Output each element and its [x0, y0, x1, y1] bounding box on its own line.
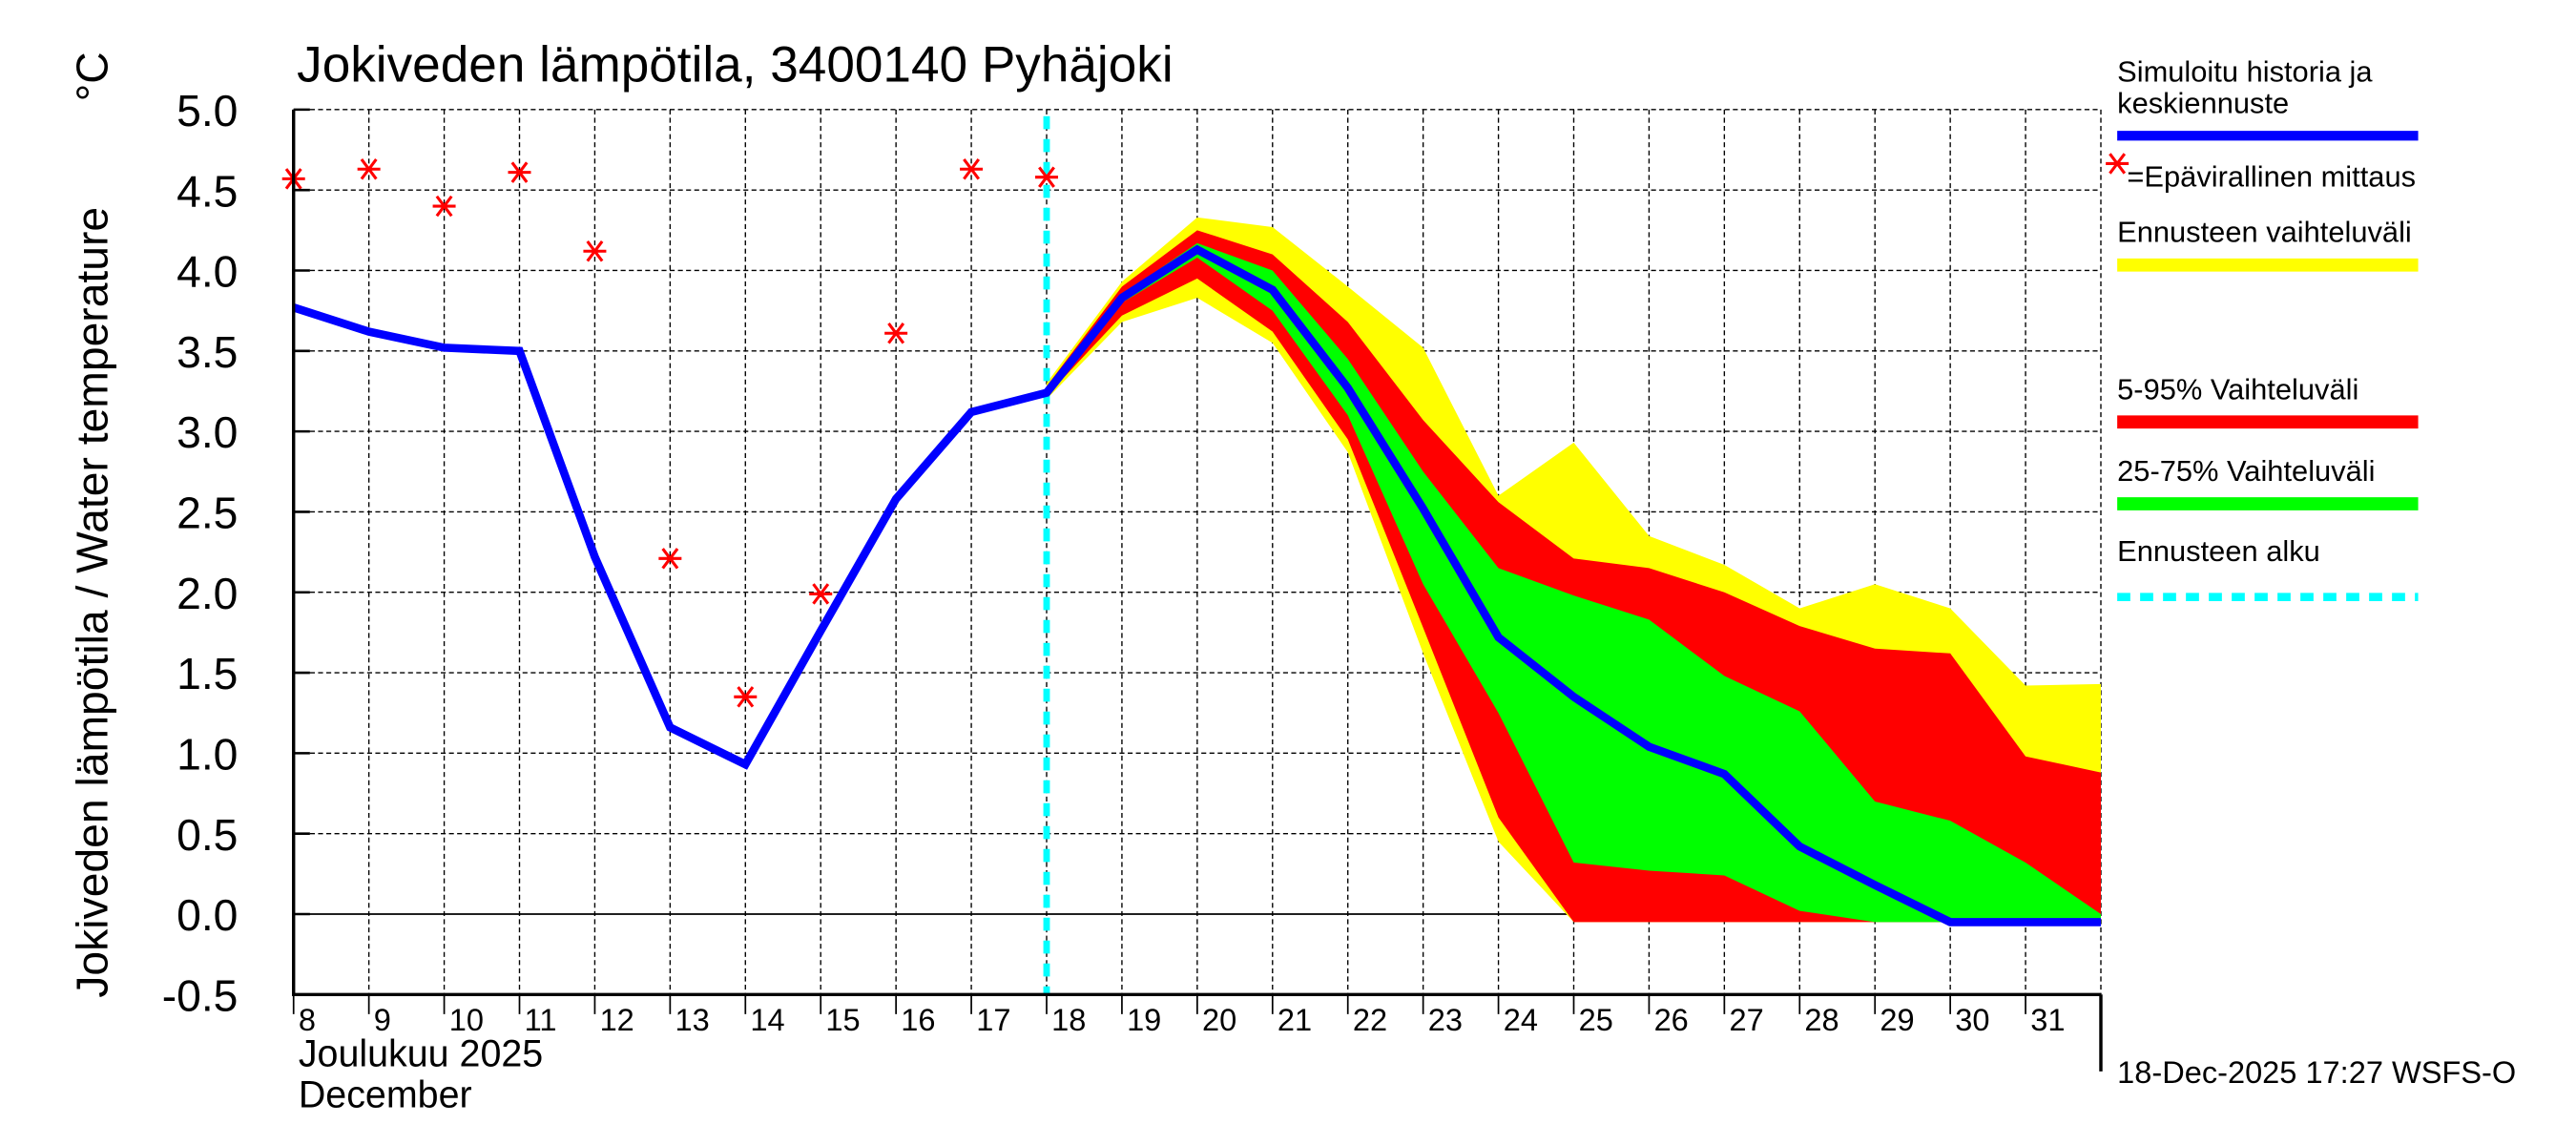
x-tick-label: 26: [1654, 1003, 1689, 1037]
x-tick-label: 25: [1579, 1003, 1613, 1037]
x-tick-label: 30: [1955, 1003, 1989, 1037]
x-tick-label: 18: [1051, 1003, 1086, 1037]
measurement-star: [960, 158, 984, 180]
measurement-star: [432, 195, 456, 218]
y-axis-label: Jokiveden lämpötila / Water temperature: [67, 207, 116, 998]
x-tick-label: 29: [1880, 1003, 1914, 1037]
x-tick-label: 24: [1504, 1003, 1538, 1037]
measurement-star: [508, 161, 531, 183]
axes: -0.5 0.0 0.5 1.0 1.5 2.0 2.5 3.0 3.5 4.0 4.5 5.0 8 9 1…: [162, 86, 2103, 1072]
y-tick-label: 4.5: [177, 166, 238, 216]
x-tick-label: 15: [825, 1003, 860, 1037]
measurement-star: [734, 686, 758, 708]
series-layer: [281, 115, 2102, 995]
legend-label: 5-95% Vaihteluväli: [2117, 372, 2358, 406]
x-tick-label: 12: [600, 1003, 634, 1037]
measurement-star: [809, 583, 833, 605]
x-tick-label: 16: [901, 1003, 935, 1037]
measurement-star: [658, 548, 682, 570]
legend-label: =Epävirallinen mittaus: [2127, 159, 2416, 193]
y-tick-label: 1.0: [177, 729, 238, 779]
x-tick-label: 22: [1353, 1003, 1387, 1037]
legend-label: Ennusteen alku: [2117, 534, 2320, 568]
x-tick-label: 17: [976, 1003, 1010, 1037]
forecast-bands: [1047, 217, 2101, 923]
band-5-95-vaihteluv-li: [1047, 230, 2101, 923]
legend-label: Simuloitu historia ja: [2117, 55, 2373, 89]
y-tick-label: 3.0: [177, 407, 238, 457]
x-tick-label: 19: [1127, 1003, 1161, 1037]
x-tick-label: 14: [750, 1003, 784, 1037]
legend-star-icon: [2106, 153, 2129, 175]
x-tick-label: 21: [1278, 1003, 1312, 1037]
x-tick-label: 8: [299, 1003, 316, 1037]
y-tick-label: 0.5: [177, 810, 238, 860]
chart-title: Jokiveden lämpötila, 3400140 Pyhäjoki: [297, 37, 1173, 94]
measurement-star: [583, 240, 607, 262]
grid: [293, 109, 2102, 995]
y-tick-label: 5.0: [177, 86, 238, 135]
footer-timestamp: 18-Dec-2025 17:27 WSFS-O: [2117, 1055, 2516, 1090]
x-tick-label: 10: [449, 1003, 484, 1037]
y-axis-unit: °C: [67, 52, 116, 101]
legend-label: Ennusteen vaihteluväli: [2117, 216, 2412, 249]
measurement-star: [357, 158, 381, 180]
y-tick-label: 3.5: [177, 327, 238, 377]
legend-label: 25-75% Vaihteluväli: [2117, 454, 2375, 488]
y-tick-label: 1.5: [177, 649, 238, 698]
x-tick-label: 20: [1202, 1003, 1236, 1037]
x-tick-label: 28: [1804, 1003, 1839, 1037]
band-25-75-vaihteluv-li: [1047, 242, 2101, 923]
x-tick-label: 9: [374, 1003, 391, 1037]
x-tick-label: 27: [1729, 1003, 1763, 1037]
x-tick-label: 13: [675, 1003, 709, 1037]
x-tick-label: 31: [2030, 1003, 2065, 1037]
x-axis-label-fi: Joulukuu 2025: [299, 1033, 543, 1075]
y-tick-label: 4.0: [177, 247, 238, 297]
y-tick-label: -0.5: [162, 970, 239, 1020]
measurement-star: [884, 323, 908, 344]
measurement-star: [1035, 166, 1059, 188]
legend-label-line2: keskiennuste: [2117, 86, 2289, 119]
y-tick-label: 2.0: [177, 569, 238, 618]
y-tick-label: 2.5: [177, 489, 238, 538]
y-tick-label: 0.0: [177, 890, 238, 940]
x-tick-label: 23: [1428, 1003, 1463, 1037]
x-tick-label: 11: [525, 1003, 557, 1037]
x-axis-label-en: December: [299, 1074, 472, 1116]
